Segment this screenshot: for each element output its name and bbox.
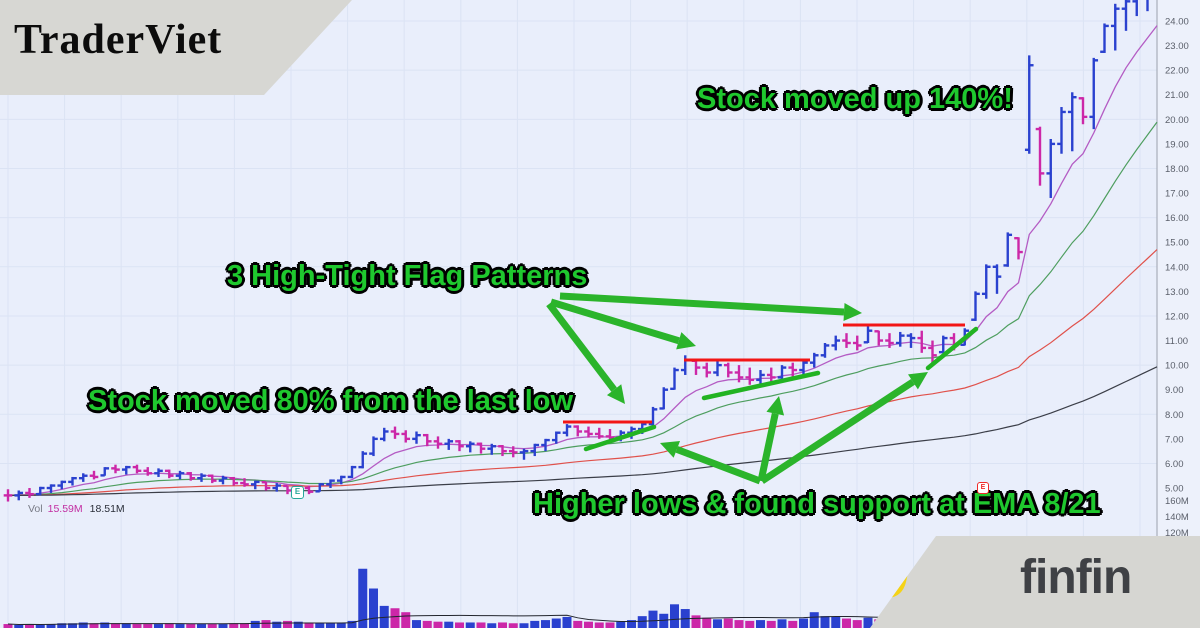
price-tick-label: 5.00 <box>1165 484 1184 495</box>
price-tick-label: 24.00 <box>1165 17 1189 28</box>
candle-bars <box>3 0 1149 502</box>
volume-tick-label: 120M <box>1165 528 1189 539</box>
price-tick-label: 8.00 <box>1165 410 1184 421</box>
ma-line-8 <box>7 25 1158 497</box>
price-tick-label: 18.00 <box>1165 164 1189 175</box>
price-tick-label: 11.00 <box>1165 336 1188 347</box>
volume-ma-value: 18.51M <box>89 503 125 515</box>
price-tick-label: 15.00 <box>1165 238 1189 249</box>
annotation-arrows <box>546 292 928 485</box>
price-tick-label: 22.00 <box>1165 66 1189 77</box>
support-trendlines <box>583 326 979 452</box>
finfin-logo-text: finfin <box>1020 551 1132 604</box>
caption-moved-up-140: Stock moved up 140%! <box>697 83 1013 115</box>
price-tick-label: 12.00 <box>1165 311 1189 322</box>
caption-moved-80: Stock moved 80% from the last low <box>88 385 574 417</box>
traderviet-logo-text: TraderViet <box>14 17 223 63</box>
price-tick-label: 21.00 <box>1165 90 1189 101</box>
price-tick-label: 13.00 <box>1165 287 1189 298</box>
price-tick-label: 10.00 <box>1165 361 1189 372</box>
price-tick-label: 23.00 <box>1165 41 1189 52</box>
caption-flag-patterns: 3 High-Tight Flag Patterns <box>227 260 588 292</box>
price-tick-label: 19.00 <box>1165 139 1189 150</box>
price-tick-label: 6.00 <box>1165 459 1184 470</box>
price-axis: 24.00 23.00 22.00 21.00 20.00 19.00 18.00 17.00… <box>1156 0 1200 628</box>
volume-legend: Vol 15.59M 18.51M <box>28 503 125 515</box>
price-tick-label: 9.00 <box>1165 385 1184 396</box>
volume-tick-label: 160M <box>1165 496 1189 507</box>
ma-line-150 <box>8 366 1158 496</box>
flag-top-lines <box>563 323 965 424</box>
grid-lines <box>0 0 1157 628</box>
price-tick-label: 7.00 <box>1165 434 1184 445</box>
ma-line-55 <box>7 249 1158 496</box>
caption-higher-lows-support: Higher lows & found support at EMA 8/21 <box>533 488 1101 520</box>
volume-current-value: 15.59M <box>47 503 83 515</box>
price-tick-label: 14.00 <box>1165 262 1189 273</box>
price-tick-label: 17.00 <box>1165 189 1189 200</box>
volume-tick-label: 140M <box>1165 512 1189 523</box>
earnings-marker-icon[interactable]: E <box>291 486 304 499</box>
earnings-marker-icon[interactable]: E <box>977 482 989 494</box>
traderviet-logo: TraderViet <box>0 0 352 95</box>
price-tick-label: 20.00 <box>1165 115 1189 126</box>
volume-label: Vol <box>28 503 43 515</box>
price-tick-label: 16.00 <box>1165 213 1189 224</box>
